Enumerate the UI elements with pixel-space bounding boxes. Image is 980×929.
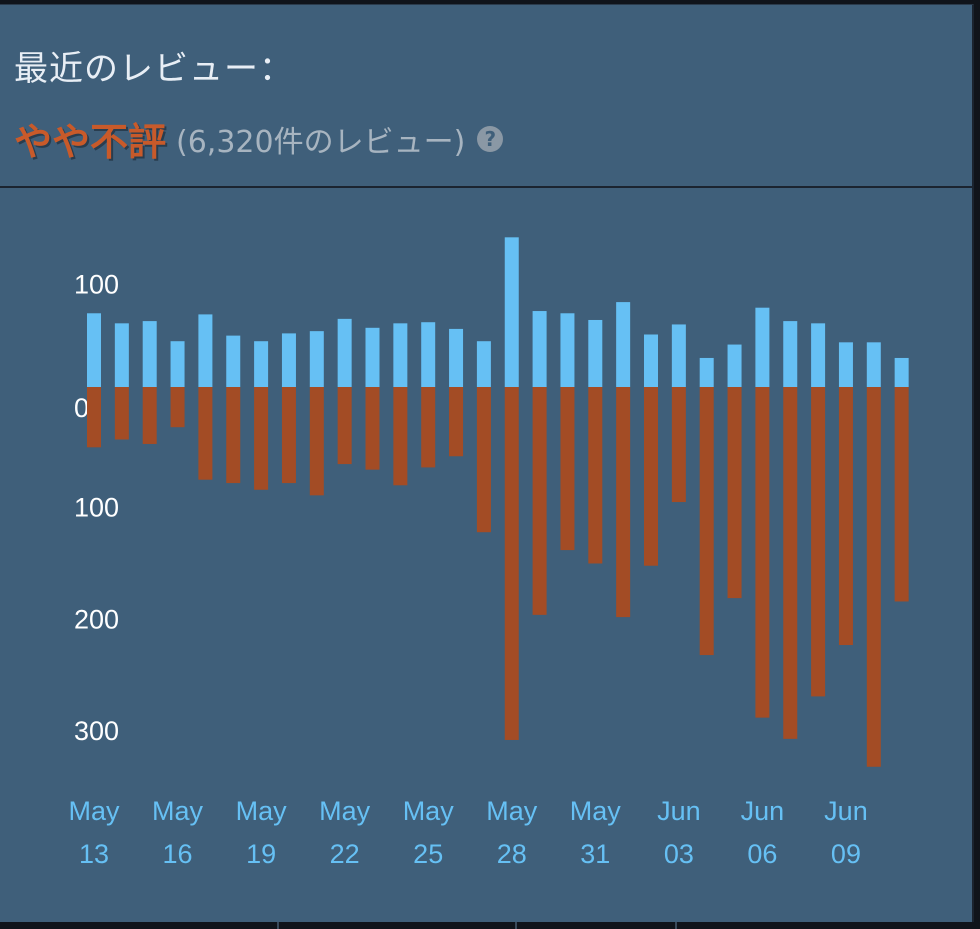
positive-bar[interactable] bbox=[421, 322, 436, 387]
positive-bar[interactable] bbox=[281, 333, 296, 387]
rating-summary: やや不評 (6,320件のレビュー) ? bbox=[14, 111, 504, 166]
positive-bar[interactable] bbox=[449, 328, 464, 387]
x-tick-day: 13 bbox=[79, 839, 109, 869]
positive-bar[interactable] bbox=[894, 357, 909, 387]
negative-bar[interactable] bbox=[281, 387, 296, 484]
x-tick-day: 09 bbox=[831, 839, 861, 869]
y-tick-label: 200 bbox=[74, 604, 119, 634]
negative-bar[interactable] bbox=[365, 387, 380, 470]
negative-bar[interactable] bbox=[811, 387, 826, 697]
recent-reviews-heading: 最近のレビュー： bbox=[14, 49, 294, 89]
positive-bar[interactable] bbox=[616, 302, 631, 387]
x-tick-month: May bbox=[486, 796, 538, 826]
negative-bar[interactable] bbox=[727, 387, 742, 599]
positive-bar[interactable] bbox=[671, 324, 686, 387]
x-tick-day: 19 bbox=[246, 839, 276, 869]
positive-bar[interactable] bbox=[198, 314, 213, 387]
x-tick-month: May bbox=[403, 796, 455, 826]
positive-bar[interactable] bbox=[644, 334, 658, 387]
y-tick-label: 100 bbox=[74, 269, 119, 299]
negative-bar[interactable] bbox=[309, 387, 324, 496]
positive-bar[interactable] bbox=[365, 327, 380, 387]
negative-bar[interactable] bbox=[337, 387, 352, 465]
negative-bar[interactable] bbox=[449, 387, 464, 457]
positive-bar[interactable] bbox=[337, 318, 352, 387]
negative-bar[interactable] bbox=[476, 387, 491, 533]
positive-bar[interactable] bbox=[532, 311, 547, 387]
x-tick-month: May bbox=[570, 796, 622, 826]
negative-bar[interactable] bbox=[504, 387, 519, 740]
negative-bar[interactable] bbox=[226, 387, 241, 484]
y-tick-label: 300 bbox=[74, 716, 119, 746]
positive-bar[interactable] bbox=[699, 357, 714, 387]
negative-bar[interactable] bbox=[588, 387, 603, 564]
x-tick-day: 03 bbox=[664, 839, 694, 869]
x-tick-day: 25 bbox=[413, 839, 443, 869]
positive-bar[interactable] bbox=[866, 342, 881, 387]
negative-bar[interactable] bbox=[616, 387, 631, 618]
negative-bar[interactable] bbox=[393, 387, 408, 486]
negative-bar[interactable] bbox=[421, 387, 436, 468]
negative-bar[interactable] bbox=[894, 387, 909, 602]
positive-bar[interactable] bbox=[838, 342, 853, 387]
rating-label[interactable]: やや不評 bbox=[14, 120, 167, 164]
negative-bar[interactable] bbox=[866, 387, 881, 767]
x-tick-month: May bbox=[236, 796, 288, 826]
x-tick-day: 06 bbox=[747, 839, 777, 869]
negative-bar[interactable] bbox=[838, 387, 853, 646]
x-tick-day: 16 bbox=[163, 839, 193, 869]
negative-bar[interactable] bbox=[699, 387, 714, 656]
negative-bar[interactable] bbox=[644, 387, 658, 566]
reviews-header: 最近のレビュー： やや不評 (6,320件のレビュー) ? bbox=[0, 5, 972, 188]
positive-bar[interactable] bbox=[588, 319, 603, 387]
positive-bar[interactable] bbox=[87, 313, 101, 387]
positive-bar[interactable] bbox=[114, 323, 129, 387]
question-mark-icon[interactable]: ? bbox=[477, 125, 504, 152]
y-tick-label: 100 bbox=[74, 493, 119, 523]
x-tick-day: 28 bbox=[497, 839, 527, 869]
x-tick-month: Jun bbox=[824, 796, 868, 826]
positive-bar[interactable] bbox=[755, 307, 770, 387]
x-tick-month: May bbox=[68, 796, 120, 826]
negative-bar[interactable] bbox=[783, 387, 798, 739]
positive-bar[interactable] bbox=[309, 331, 324, 387]
x-tick-day: 22 bbox=[330, 839, 360, 869]
review-count: (6,320件のレビュー) bbox=[176, 124, 466, 160]
negative-bar[interactable] bbox=[87, 387, 101, 448]
bottom-tick bbox=[675, 922, 677, 929]
negative-bar[interactable] bbox=[254, 387, 269, 490]
positive-bar[interactable] bbox=[811, 323, 826, 387]
positive-bar[interactable] bbox=[142, 321, 157, 387]
positive-bar[interactable] bbox=[783, 321, 798, 387]
x-tick-month: Jun bbox=[741, 796, 785, 826]
negative-bar[interactable] bbox=[198, 387, 213, 480]
review-histogram: 100 0 100 200 300 May 13 May 16 May 19 May 22 May 25 Ma… bbox=[0, 188, 972, 923]
histogram-svg: 100 0 100 200 300 May 13 May 16 May 19 May 22 May 25 Ma… bbox=[68, 237, 909, 869]
recent-reviews-panel: 最近のレビュー： やや不評 (6,320件のレビュー) ? 100 0 100 200… bbox=[0, 4, 974, 922]
bottom-tick bbox=[277, 922, 279, 929]
positive-bar[interactable] bbox=[393, 323, 408, 387]
positive-bar[interactable] bbox=[226, 335, 241, 387]
negative-bar[interactable] bbox=[114, 387, 129, 440]
negative-bar[interactable] bbox=[170, 387, 185, 428]
negative-bar[interactable] bbox=[671, 387, 686, 503]
positive-bar[interactable] bbox=[727, 344, 742, 387]
x-tick-day: 31 bbox=[580, 839, 610, 869]
negative-bar[interactable] bbox=[142, 387, 157, 444]
negative-bar[interactable] bbox=[532, 387, 547, 615]
y-tick-label: 0 bbox=[74, 393, 89, 423]
positive-bar[interactable] bbox=[254, 341, 269, 387]
negative-bar[interactable] bbox=[755, 387, 770, 718]
bottom-tick bbox=[515, 922, 517, 929]
positive-bar[interactable] bbox=[560, 313, 575, 387]
x-tick-month: May bbox=[152, 796, 204, 826]
x-tick-month: Jun bbox=[657, 796, 701, 826]
positive-bar[interactable] bbox=[476, 341, 491, 387]
bottom-tick-row bbox=[0, 922, 980, 929]
positive-bar[interactable] bbox=[504, 237, 519, 387]
positive-bar[interactable] bbox=[170, 341, 185, 387]
x-tick-month: May bbox=[319, 796, 371, 826]
negative-bar[interactable] bbox=[560, 387, 575, 551]
